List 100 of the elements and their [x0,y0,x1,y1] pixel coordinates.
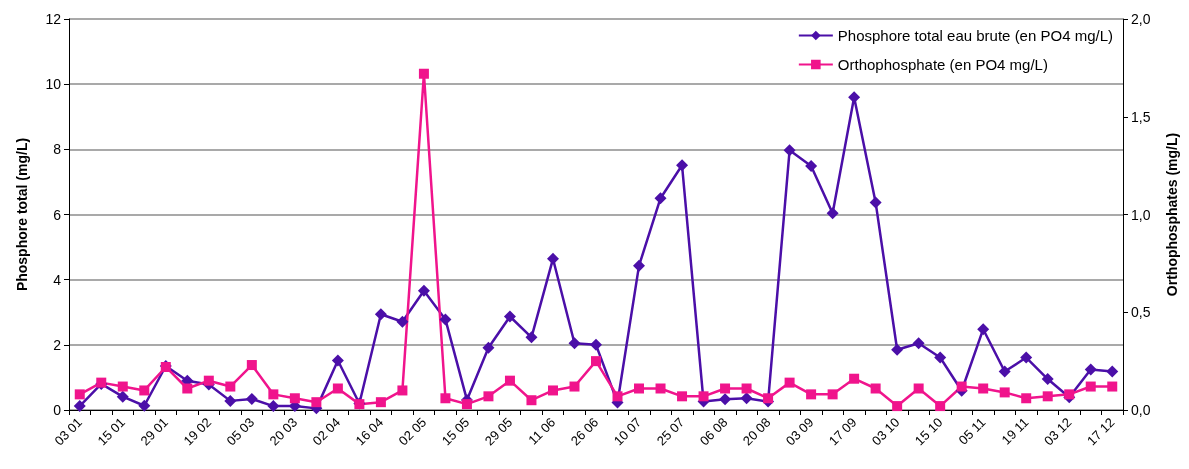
x-tick-label: 15 10 [911,414,946,449]
x-tick-label: 20 03 [266,414,301,449]
x-tick-label: 19 02 [180,414,215,449]
point [245,392,258,405]
legend-label: Orthophosphate (en PO4 mg/L) [837,56,1048,73]
point [870,383,881,394]
point [547,385,558,396]
point [331,354,344,367]
point [892,401,903,412]
x-tick-label: 16 04 [352,414,387,449]
y-tick-label: 12 [45,11,62,27]
x-tick-label: 02 05 [395,414,430,449]
point [784,377,795,388]
point [698,391,709,402]
point [827,389,838,400]
x-tick-label: 10 07 [610,414,645,449]
point [397,385,408,396]
point [504,375,515,386]
point [720,383,731,394]
point [999,387,1010,398]
point [590,338,602,351]
point [1021,393,1032,404]
point [956,381,967,392]
point [978,383,989,394]
point [869,196,882,209]
point [138,399,151,412]
x-tick-label: 03 12 [1040,414,1075,449]
point [568,337,581,350]
point [311,397,322,408]
point [74,389,85,400]
point [569,381,580,392]
point [503,310,516,323]
point [677,391,688,402]
point [117,381,128,392]
point [612,391,623,402]
point [461,399,472,410]
point [1020,351,1033,364]
point [655,383,666,394]
point [935,401,946,412]
point [203,375,214,386]
point [418,68,429,79]
y2-tick-label: 0,0 [1131,402,1151,418]
x-tick-label: 03 10 [868,414,903,449]
x-tick-label: 15 05 [438,414,473,449]
x-tick-label: 03 09 [782,414,817,449]
legend-label: Phosphore total eau brute (en PO4 mg/L) [837,27,1114,44]
point [289,393,300,404]
x-tick-label: 20 08 [739,414,774,449]
point [396,315,409,328]
point [267,400,280,413]
x-tick-label: 11 06 [525,414,559,448]
point [1041,373,1054,386]
point [1106,365,1119,378]
point [805,159,818,172]
point [375,397,386,408]
point [139,385,150,396]
x-tick-label: 26 06 [567,414,602,449]
point [998,365,1011,378]
point [546,252,559,265]
point [633,259,646,272]
y2-tick-label: 2,0 [1131,11,1151,27]
point [1064,389,1075,400]
point [1085,381,1096,392]
point [740,392,753,405]
point [116,390,129,403]
x-tick-label: 29 01 [137,414,172,449]
point [224,394,237,407]
point [826,207,839,220]
point [439,313,452,326]
point [417,284,430,297]
point [73,400,86,413]
point [849,373,860,384]
point [268,389,279,400]
point [741,383,752,394]
point [1042,391,1053,402]
point [676,159,689,172]
point [482,341,495,354]
y2-axis-title: Orthophosphates (mg/L) [1164,132,1180,297]
point [182,383,193,394]
point [912,337,925,350]
point [634,383,645,394]
x-tick-label: 15 01 [94,414,129,449]
point [934,351,947,364]
point [977,323,990,336]
x-tick-label: 25 07 [653,414,688,449]
point [891,343,904,356]
x-tick-label: 06 08 [696,414,731,449]
point [525,331,538,344]
point [246,360,257,371]
point [440,393,451,404]
y2-tick-label: 1,0 [1131,206,1151,223]
point [526,395,537,406]
point [374,308,387,321]
point [225,381,236,392]
x-tick-label: 19 11 [998,414,1032,448]
y-axis-title: Phosphore total (mg/L) [14,137,30,292]
x-tick-label: 29 05 [481,414,516,449]
y-tick-label: 10 [45,76,62,93]
point [332,383,343,394]
point [591,356,601,367]
